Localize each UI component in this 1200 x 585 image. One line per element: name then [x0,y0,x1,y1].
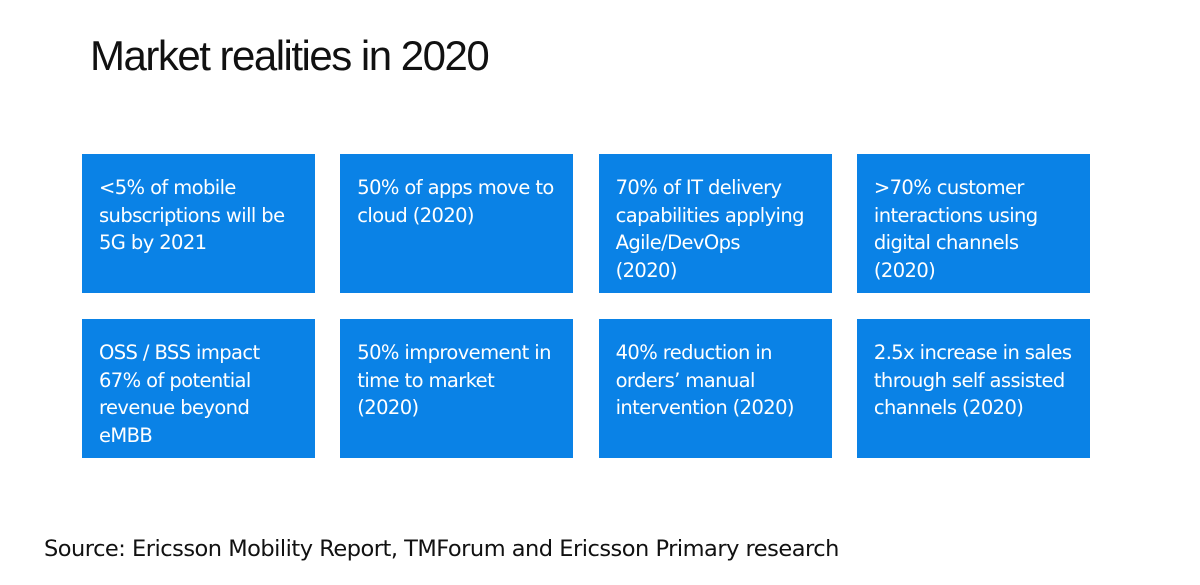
stat-card-text: 2.5x increase in sales through self assi… [873,341,1072,420]
slide-title: Market realities in 2020 [90,32,490,79]
stat-card-apps-cloud: 50% of apps move to cloud (2020) [340,154,574,293]
stat-card-manual-intervention: 40% reduction in orders’ manual interven… [598,319,832,458]
stat-card-mobile-5g: <5% of mobile subscriptions will be 5G b… [82,154,315,293]
stat-card-grid: <5% of mobile subscriptions will be 5G b… [82,154,1091,458]
stat-card-sales-increase: 2.5x increase in sales through self assi… [856,319,1090,458]
stat-card-oss-bss-impact: OSS / BSS impact 67% of potential revenu… [82,319,315,458]
source-citation: Source: Ericsson Mobility Report, TMForu… [44,536,839,562]
stat-card-text: 50% of apps move to cloud (2020) [357,176,554,227]
stat-card-text: >70% customer interactions using digital… [873,176,1038,282]
stat-card-text: OSS / BSS impact 67% of potential revenu… [99,341,260,447]
stat-card-text: 50% improvement in time to market (2020) [357,341,551,420]
stat-card-time-to-market: 50% improvement in time to market (2020) [340,319,574,458]
stat-card-text: <5% of mobile subscriptions will be 5G b… [99,176,285,255]
stat-card-digital-channels: >70% customer interactions using digital… [856,154,1090,293]
stat-card-agile-devops: 70% of IT delivery capabilities applying… [598,154,832,293]
stat-card-text: 40% reduction in orders’ manual interven… [615,341,795,420]
stat-card-text: 70% of IT delivery capabilities applying… [615,176,805,282]
